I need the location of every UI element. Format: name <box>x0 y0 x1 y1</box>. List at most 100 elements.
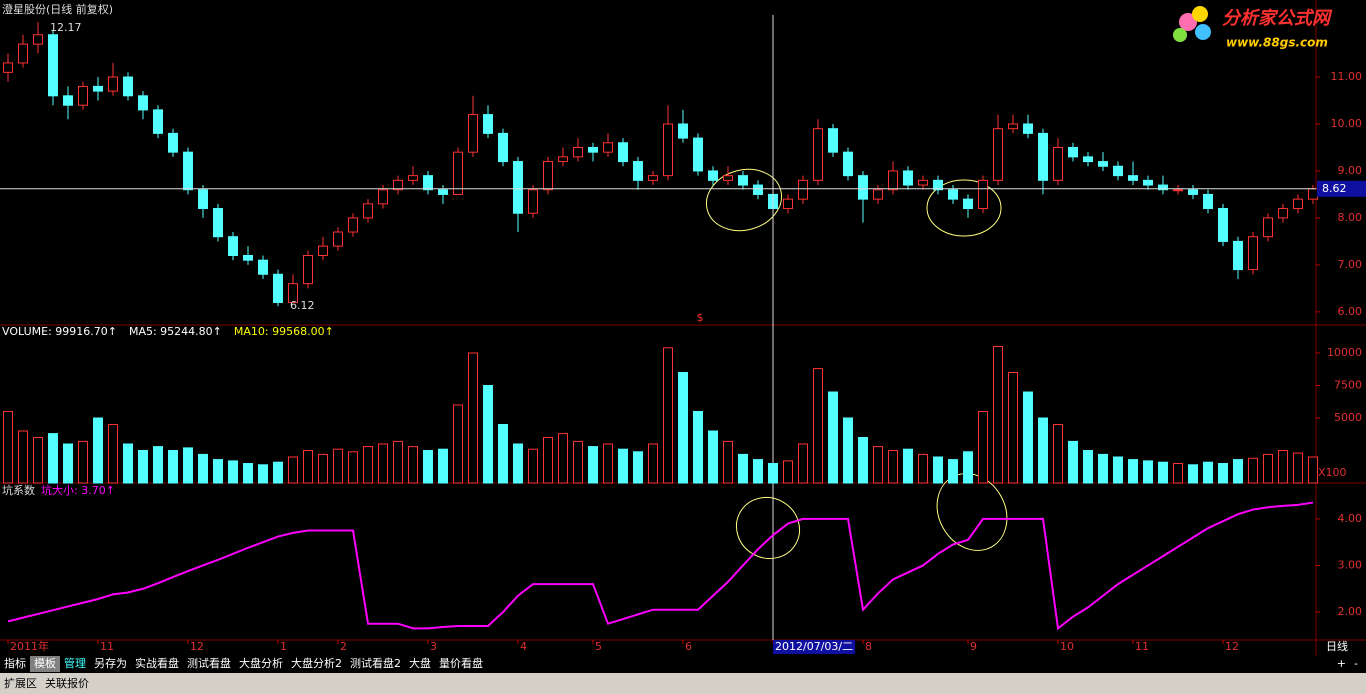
x-tick-label: 4 <box>520 640 527 653</box>
chart: 澄星股份(日线 前复权) 分析家公式网 www.88gs.com 6.00 7.0… <box>0 0 1366 656</box>
tab[interactable]: 扩展区 <box>4 676 37 690</box>
volume-bar <box>1218 463 1228 484</box>
x-tick-label: 6 <box>685 640 692 653</box>
volume-bar <box>303 450 313 484</box>
candle-body <box>138 95 148 111</box>
candle-body <box>873 189 883 200</box>
tab[interactable]: 测试看盘2 <box>350 657 401 670</box>
candle-body <box>378 189 388 205</box>
candle-body <box>963 198 973 210</box>
candle-body <box>1173 189 1183 192</box>
candle-body <box>1113 165 1123 177</box>
tab[interactable]: 实战看盘 <box>135 657 179 670</box>
volume-bar <box>1128 459 1138 484</box>
tab[interactable]: 模板 <box>30 656 60 672</box>
candle-body <box>678 123 688 139</box>
candle-body <box>1248 236 1258 271</box>
volume-bar <box>888 450 898 484</box>
volume-bar <box>288 456 298 484</box>
candle-body <box>723 175 733 181</box>
candle-body <box>318 245 328 256</box>
volume-bar <box>558 433 568 484</box>
volume-bar <box>1278 450 1288 484</box>
volume-bar <box>723 440 733 484</box>
volume-bar <box>3 411 13 484</box>
candle-body <box>1023 123 1033 134</box>
volume-bar <box>1248 457 1258 484</box>
volume-bar <box>678 372 688 484</box>
volume-bar <box>363 446 373 484</box>
candle-body <box>528 189 538 214</box>
y-tick-label: 4.00 <box>1338 512 1363 525</box>
period-label: 日线 <box>1326 639 1348 653</box>
unit-label: X100 <box>1318 466 1347 479</box>
y-tick-label: 7500 <box>1334 379 1362 392</box>
volume-bar <box>903 448 913 484</box>
tab[interactable]: 大盘分析2 <box>291 657 342 670</box>
volume-bar <box>1068 440 1078 484</box>
volume-bar <box>783 460 793 484</box>
candle-body <box>33 34 43 45</box>
volume-bar <box>498 424 508 484</box>
volume-bar <box>423 450 433 484</box>
volume-bar <box>468 352 478 484</box>
candle-body <box>333 231 343 247</box>
tab[interactable]: 管理 <box>64 657 86 670</box>
hand-circle <box>735 496 801 560</box>
candle-body <box>633 161 643 181</box>
volume-bar <box>948 459 958 484</box>
candle-body <box>243 254 253 261</box>
tab[interactable]: 大盘分析 <box>239 657 283 670</box>
candle-body <box>168 132 178 153</box>
candle-body <box>783 198 793 210</box>
candle-body <box>108 76 118 92</box>
candle-body <box>753 184 763 195</box>
volume-bar <box>18 430 28 484</box>
tab[interactable]: 测试看盘 <box>187 657 231 670</box>
candle-body <box>1083 156 1093 163</box>
low-annotation: 6.12 <box>290 299 315 312</box>
volume-bar <box>1293 452 1303 484</box>
candle-body <box>573 146 583 158</box>
volume-bar <box>768 463 778 484</box>
logo-url: www.88gs.com <box>1226 36 1328 50</box>
volume-bar <box>333 448 343 484</box>
candle-body <box>858 175 868 200</box>
candle-body <box>18 43 28 64</box>
legend-entry: 坑大小: 3.70↑ <box>41 483 115 497</box>
volume-bar <box>93 417 103 484</box>
tab[interactable]: 量价看盘 <box>439 657 483 670</box>
candle-body <box>63 95 73 106</box>
volume-bar <box>243 463 253 484</box>
y-tick-label: 10000 <box>1327 346 1362 359</box>
candle-body <box>228 236 238 256</box>
candle-body <box>1128 175 1138 181</box>
volume-bar <box>1308 456 1318 484</box>
logo-petal <box>1195 24 1211 40</box>
cursor-value: 8.62 <box>1322 182 1347 195</box>
candle-body <box>303 254 313 285</box>
logo-petal <box>1179 13 1197 31</box>
tab[interactable]: + <box>1336 657 1347 670</box>
panel-title: 坑系数 <box>2 483 35 497</box>
candle-body <box>918 179 928 186</box>
y-tick-label: 6.00 <box>1338 305 1363 318</box>
tab[interactable]: 关联报价 <box>45 676 89 690</box>
x-tick-label: 1 <box>280 640 287 653</box>
volume-bar <box>78 440 88 484</box>
candle-body <box>198 189 208 210</box>
volume-bar <box>1158 461 1168 484</box>
tab[interactable]: 指标 <box>4 657 26 670</box>
tab[interactable]: 大盘 <box>409 657 431 670</box>
x-tick-label: 11 <box>1135 640 1149 653</box>
candle-body <box>558 156 568 163</box>
candle-body <box>1308 188 1318 200</box>
candle-body <box>1293 198 1303 210</box>
y-tick-label: 11.00 <box>1331 70 1363 83</box>
tab[interactable]: - <box>1354 657 1358 670</box>
candle-body <box>1098 161 1108 167</box>
tab[interactable]: 另存为 <box>94 657 127 670</box>
logo: 分析家公式网 www.88gs.com <box>1173 6 1333 50</box>
candle-body <box>213 208 223 238</box>
